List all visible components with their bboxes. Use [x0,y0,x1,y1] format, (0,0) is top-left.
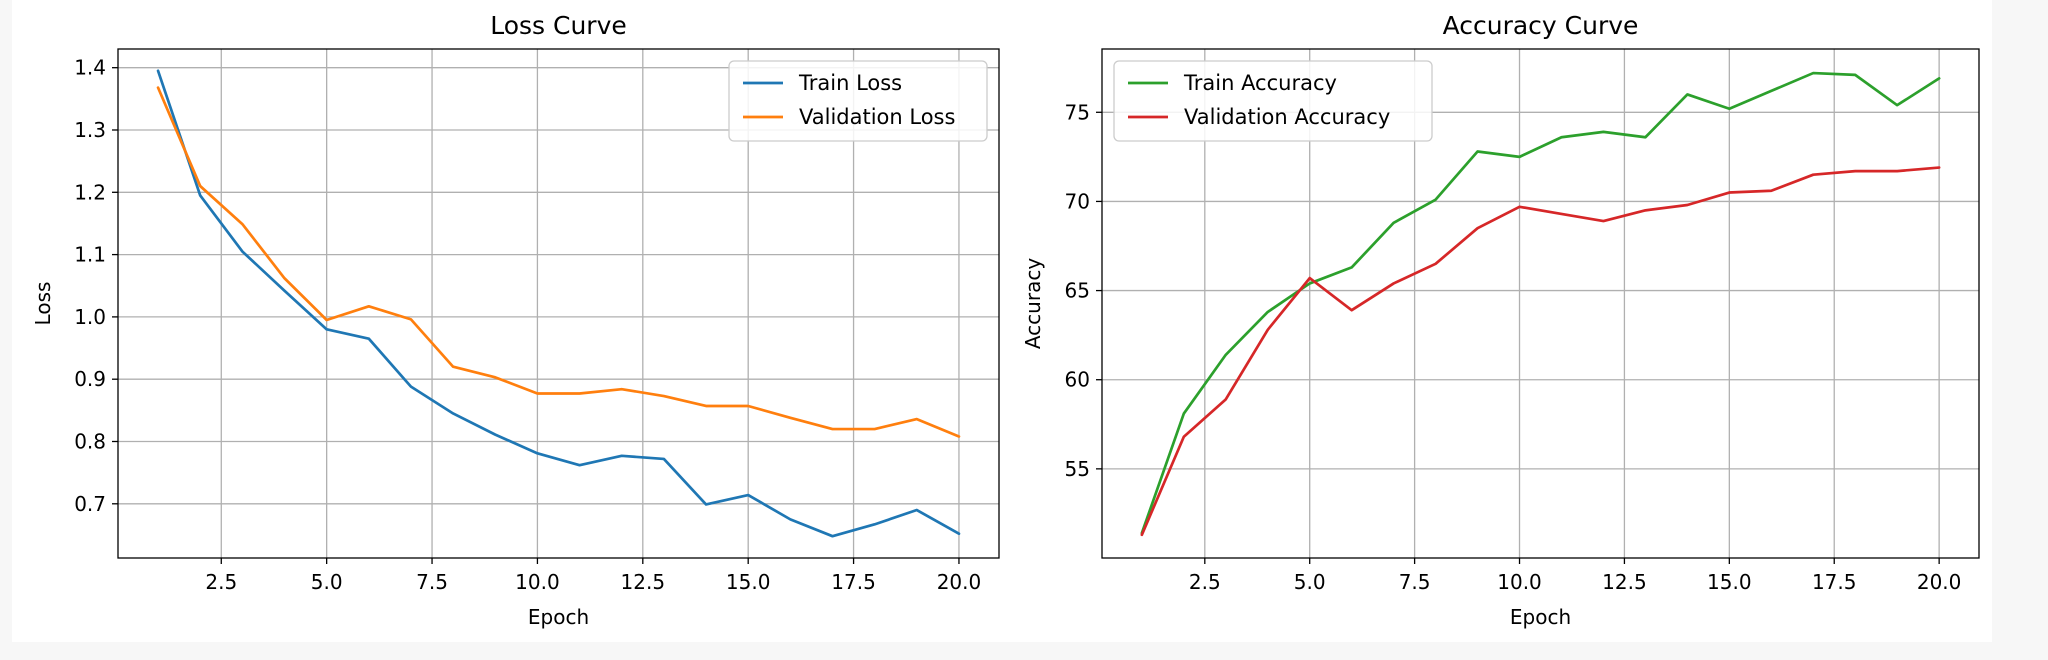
legend-label: Train Loss [798,71,902,95]
x-tick-label: 5.0 [1294,570,1326,594]
x-tick-label: 12.5 [1602,570,1647,594]
x-tick-label: 5.0 [311,570,343,594]
x-tick-label: 20.0 [937,570,982,594]
x-tick-label: 12.5 [621,570,666,594]
chart-accuracy: 2.5 5.0 7.5 10.0 12.5 15.0 17.5 20.0 55 60 65 70 75 A… [1021,11,1980,629]
legend-label: Validation Accuracy [1184,105,1390,129]
axes-frame [1101,48,1980,559]
y-tick-label: 0.9 [74,367,106,391]
legend-label: Validation Loss [799,105,955,129]
y-tick-label: 0.8 [74,429,106,453]
chart-title: Accuracy Curve [1443,11,1639,40]
y-tick-label: 60 [1065,368,1090,392]
y-tick-label: 1.4 [74,56,106,80]
x-tick-label: 2.5 [205,570,237,594]
x-tick-label: 17.5 [831,570,876,594]
x-tick-label: 2.5 [1189,570,1221,594]
x-tick-label: 7.5 [1399,570,1431,594]
y-tick-label: 0.7 [74,492,106,516]
x-tick-label: 10.0 [1497,570,1542,594]
x-tick-label: 17.5 [1812,570,1857,594]
y-tick-label: 75 [1065,100,1090,124]
y-tick-label: 1.3 [74,118,106,142]
x-tick-label: 10.0 [515,570,560,594]
x-tick-label: 20.0 [1917,570,1962,594]
legend-box [1113,60,1433,142]
series-line-validation-accuracy [1140,166,1941,537]
legend-label: Train Accuracy [1183,71,1337,95]
x-axis-label: Epoch [528,605,589,629]
y-tick-label: 1.2 [74,180,106,204]
legend: Train Accuracy Validation Accuracy [1113,60,1433,142]
axes-frame [117,48,1000,559]
series-line-train-accuracy [1140,71,1941,535]
y-tick-label: 55 [1065,457,1090,481]
y-tick-label: 65 [1065,279,1090,303]
series-line-validation-loss [156,86,961,438]
y-axis-label: Accuracy [1021,258,1045,349]
y-tick-label: 70 [1065,189,1090,213]
series-line-train-loss [156,69,961,538]
y-tick-label: 1.1 [74,243,106,267]
x-axis-label: Epoch [1510,605,1571,629]
chart-loss: 2.5 5.0 7.5 10.0 12.5 15.0 17.5 20.0 0.7 0.8 0.9 1.… [31,11,1000,629]
x-tick-label: 7.5 [416,570,448,594]
legend-box [728,60,988,142]
x-tick-label: 15.0 [1707,570,1752,594]
legend: Train Loss Validation Loss [728,60,988,142]
y-axis-label: Loss [31,282,55,326]
chart-title: Loss Curve [490,11,627,40]
x-tick-label: 15.0 [726,570,771,594]
y-tick-label: 1.0 [74,305,106,329]
